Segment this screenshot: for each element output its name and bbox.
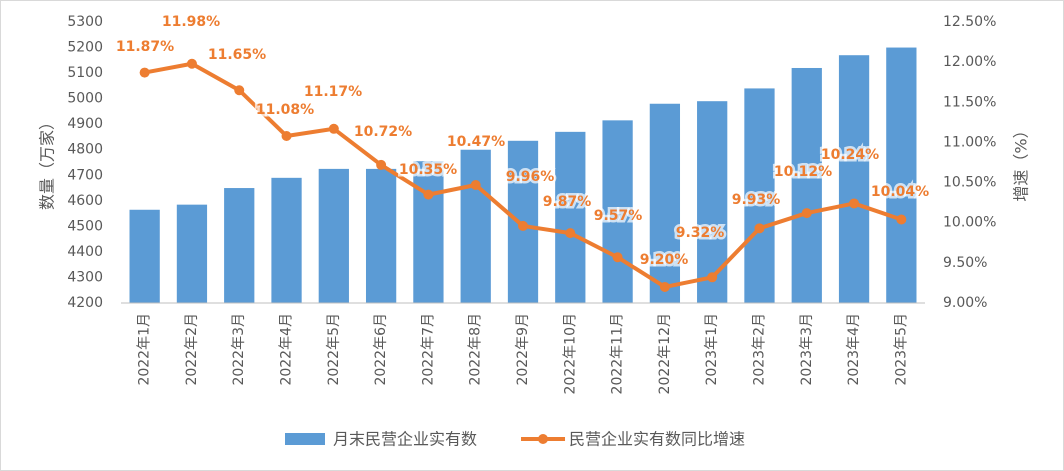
y2-tick-label: 12.00%: [943, 54, 996, 70]
line-marker: [328, 123, 339, 134]
x-tick-label: 2022年3月: [231, 313, 247, 386]
line-marker: [423, 189, 434, 200]
y2-tick-label: 9.00%: [943, 295, 987, 311]
x-tick-label: 2022年10月: [562, 313, 578, 394]
value-label: 11.17%: [304, 84, 362, 100]
y-tick-label: 4700: [67, 167, 103, 183]
y2-tick-label: 9.50%: [943, 255, 987, 271]
line-marker: [234, 85, 245, 96]
y-tick-label: 5300: [67, 14, 103, 30]
value-label: 9.96%: [506, 169, 555, 185]
bar: [460, 149, 491, 303]
y2-tick-label: 11.00%: [943, 134, 996, 150]
y2-axis-title: 增速（%）: [1012, 122, 1031, 201]
value-label: 9.93%: [732, 192, 781, 208]
value-label: 10.35%: [399, 162, 457, 178]
bar: [886, 47, 917, 303]
y-tick-label: 5100: [67, 65, 103, 81]
x-tick-label: 2023年2月: [751, 313, 767, 386]
x-tick-label: 2022年12月: [657, 313, 673, 394]
y-tick-label: 4800: [67, 142, 103, 158]
line-marker: [139, 67, 150, 78]
y-tick-label: 5000: [67, 91, 103, 107]
x-tick-label: 2023年1月: [704, 313, 720, 386]
value-label: 10.12%: [774, 164, 832, 180]
y-tick-label: 5200: [67, 40, 103, 56]
y2-tick-label: 10.00%: [943, 215, 996, 231]
line-marker: [565, 228, 576, 239]
value-label: 10.47%: [447, 134, 505, 150]
bar: [602, 120, 633, 303]
value-label: 11.65%: [208, 47, 266, 63]
bar: [318, 168, 349, 303]
x-tick-label: 2022年11月: [610, 313, 626, 394]
line-marker: [186, 58, 197, 69]
y-tick-label: 4300: [67, 269, 103, 285]
bar: [838, 55, 870, 303]
bar: [129, 209, 160, 303]
x-tick-label: 2022年1月: [137, 313, 153, 386]
value-label: 9.32%: [676, 225, 725, 241]
bar: [271, 177, 302, 303]
legend-swatch: [285, 433, 325, 445]
value-label: 11.98%: [162, 14, 220, 30]
bar: [649, 103, 681, 303]
x-tick-label: 2022年2月: [184, 313, 200, 386]
x-tick-label: 2022年8月: [468, 313, 484, 386]
bar: [744, 88, 775, 303]
bar: [224, 188, 255, 303]
legend-label: 民营企业实有数同比增速: [569, 430, 745, 449]
y-tick-label: 4400: [67, 244, 103, 260]
line-marker: [470, 179, 481, 190]
bar: [555, 131, 586, 303]
bar: [176, 204, 208, 303]
value-label: 9.57%: [594, 208, 643, 224]
line-marker: [754, 223, 765, 234]
x-tick-label: 2022年6月: [373, 313, 389, 386]
value-label: 9.20%: [640, 252, 689, 268]
x-tick-label: 2022年5月: [326, 313, 342, 386]
line-marker: [896, 214, 907, 225]
line-marker: [707, 272, 718, 283]
y-tick-label: 4500: [67, 218, 103, 234]
x-tick-label: 2022年7月: [420, 313, 436, 386]
y2-tick-label: 10.50%: [943, 175, 996, 191]
x-tick-label: 2023年4月: [846, 313, 862, 386]
bar: [791, 67, 822, 304]
value-label: 10.72%: [354, 124, 412, 140]
value-label: 10.24%: [821, 147, 879, 163]
legend-label: 月末民营企业实有数: [333, 430, 477, 449]
x-tick-label: 2022年4月: [279, 313, 295, 386]
line-marker: [612, 252, 623, 263]
line-marker: [801, 208, 812, 219]
line-marker: [849, 198, 860, 209]
x-tick-label: 2022年9月: [515, 313, 531, 386]
y2-tick-label: 12.50%: [943, 14, 996, 30]
y-tick-label: 4900: [67, 116, 103, 132]
bar: [365, 168, 397, 303]
bar: [413, 161, 444, 303]
x-tick-label: 2023年5月: [893, 313, 909, 386]
value-label: 10.04%: [871, 184, 929, 200]
value-label: 9.87%: [543, 194, 592, 210]
line-marker: [518, 220, 528, 231]
value-label: 11.08%: [256, 102, 314, 118]
y-tick-label: 4200: [67, 295, 103, 311]
y-tick-label: 4600: [67, 193, 103, 209]
legend-marker: [538, 434, 549, 444]
value-label: 11.87%: [116, 39, 174, 55]
line-marker: [376, 159, 387, 170]
x-tick-label: 2023年3月: [799, 313, 815, 386]
y2-tick-label: 11.50%: [943, 94, 996, 110]
line-marker: [281, 131, 292, 142]
line-marker: [659, 281, 670, 292]
y-axis-title: 数量（万家）: [38, 114, 57, 210]
